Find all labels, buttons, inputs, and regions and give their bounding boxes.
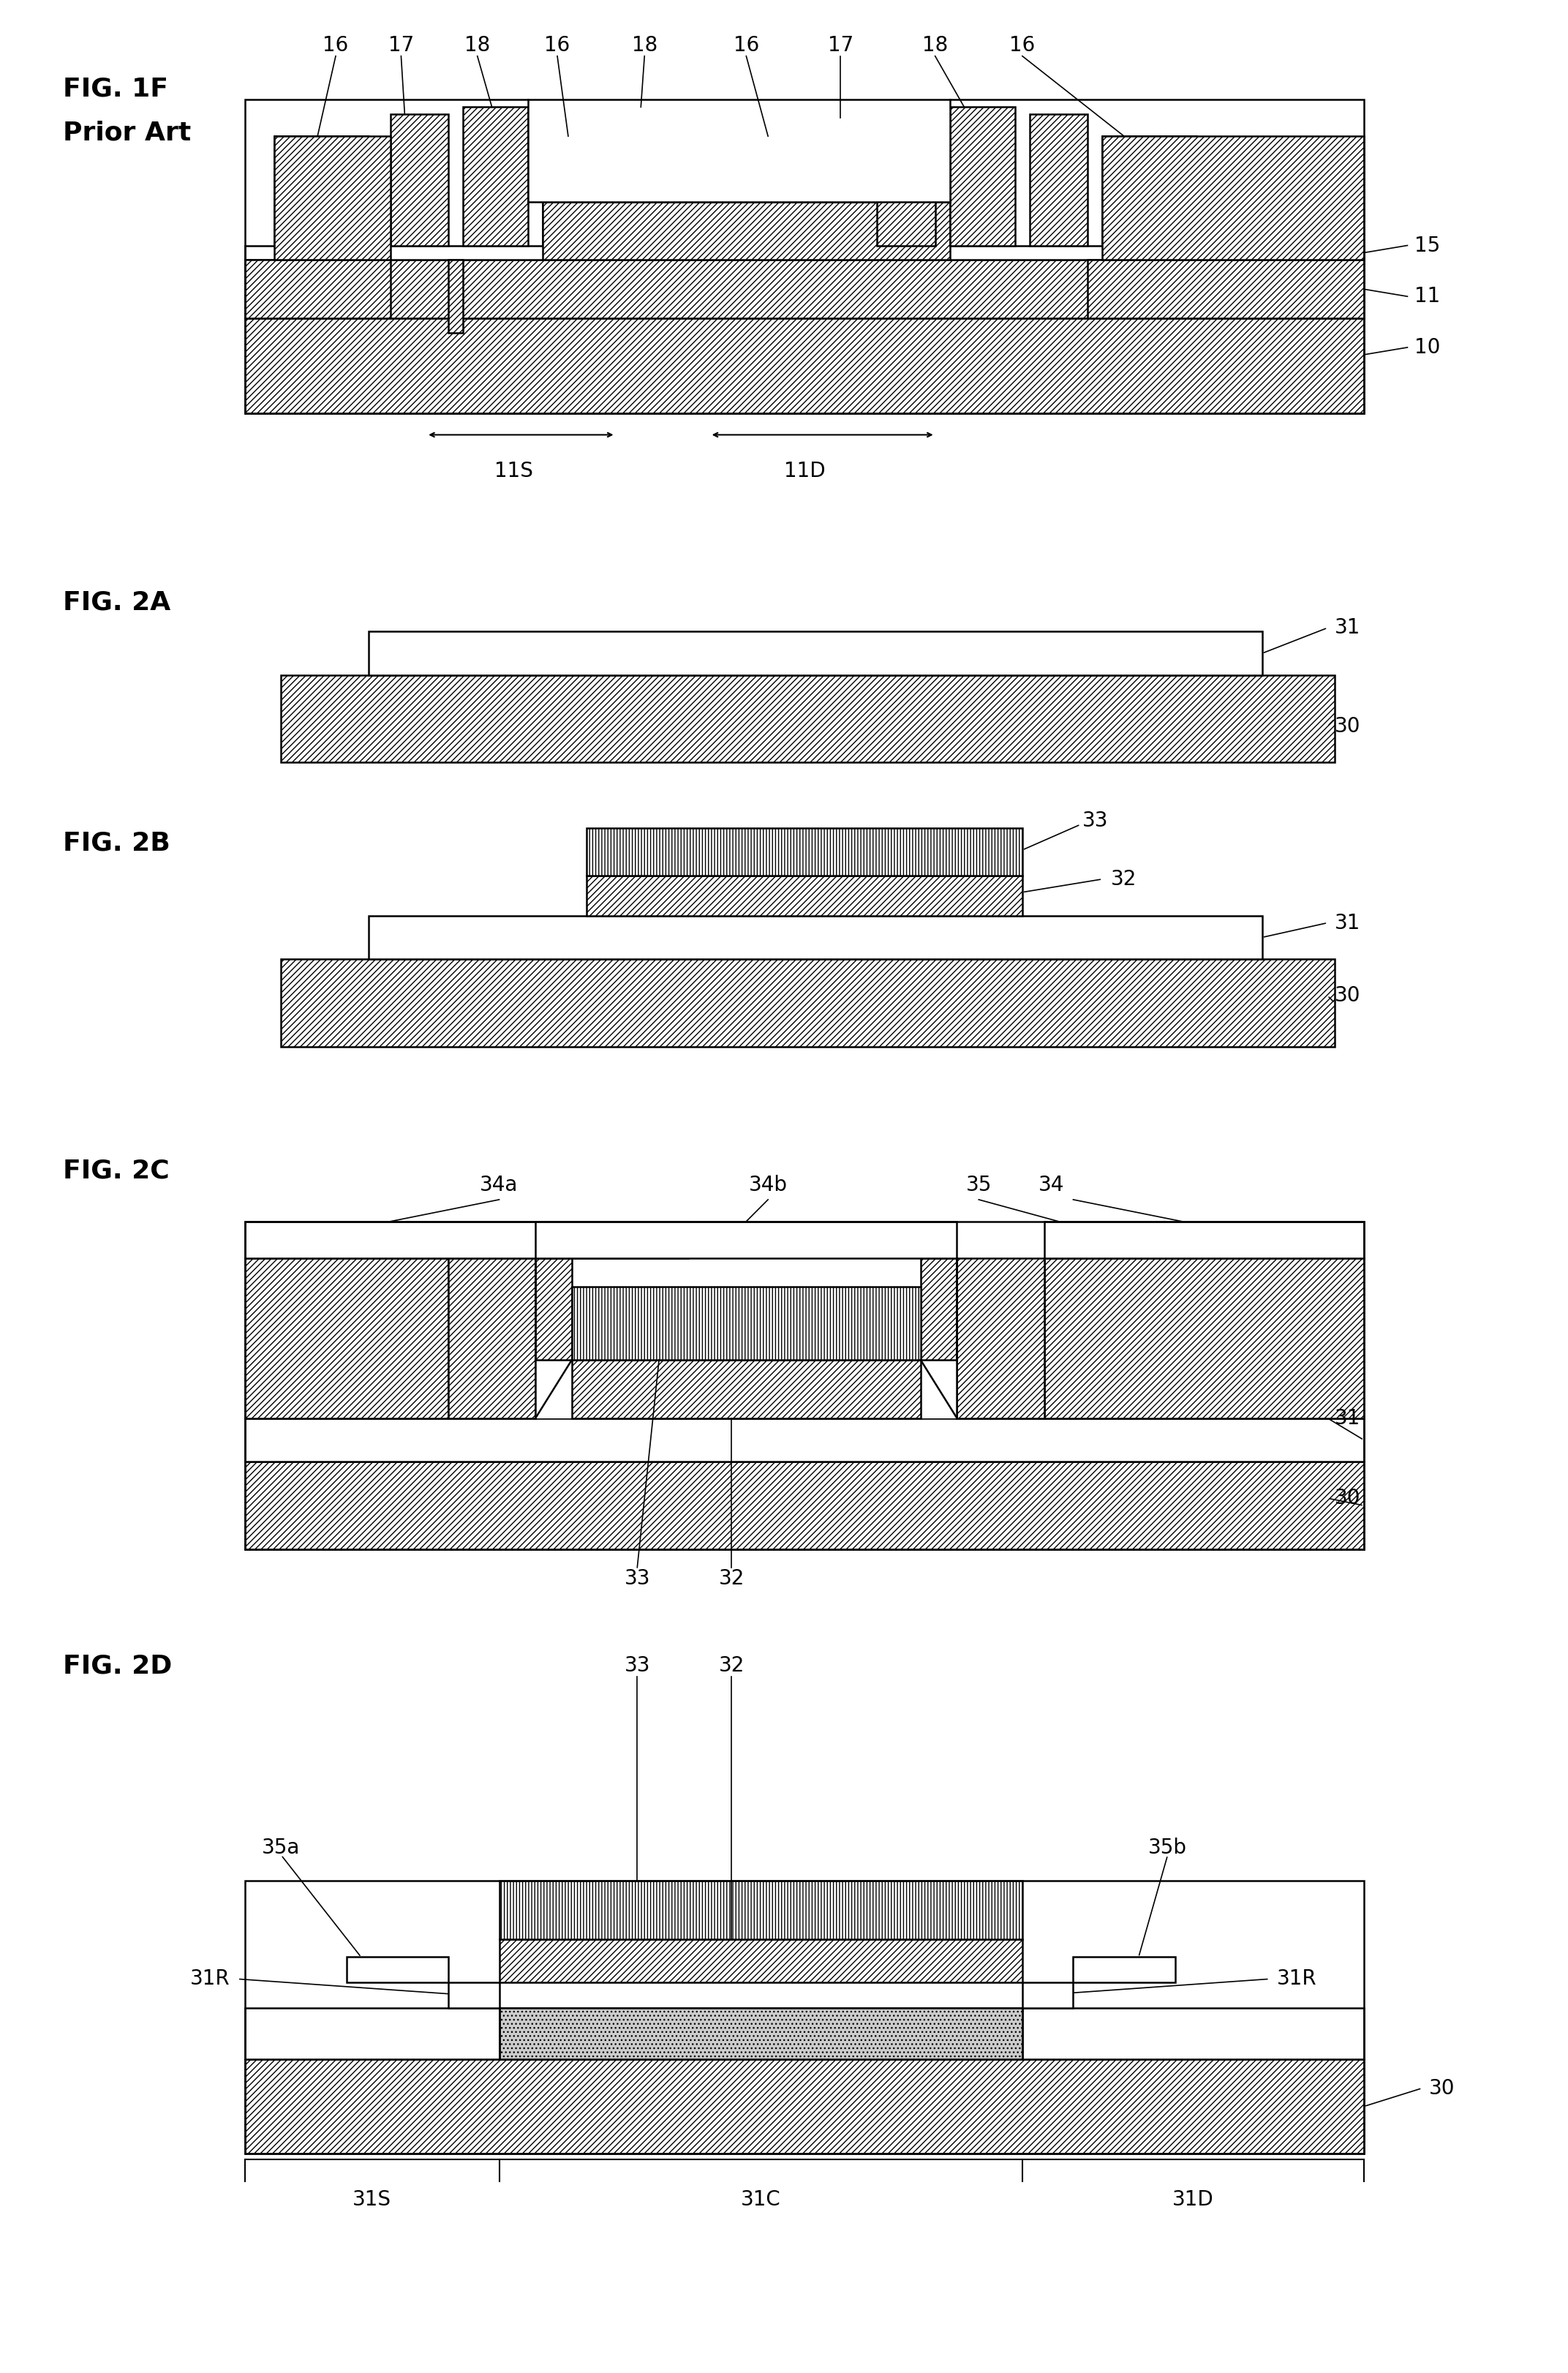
Bar — [572, 1286, 920, 1360]
Text: 17: 17 — [828, 36, 853, 55]
Bar — [499, 1939, 1022, 1981]
Bar — [877, 135, 935, 244]
Text: 17: 17 — [389, 36, 414, 55]
Text: 30: 30 — [1334, 717, 1361, 736]
Bar — [586, 828, 1022, 876]
Bar — [536, 1222, 956, 1258]
Text: 30: 30 — [1334, 985, 1361, 1006]
Bar — [448, 1258, 536, 1419]
Text: 15: 15 — [1414, 235, 1441, 256]
Text: Prior Art: Prior Art — [63, 121, 191, 145]
Text: 35a: 35a — [262, 1837, 301, 1858]
Text: 31R: 31R — [190, 1970, 230, 1989]
Bar — [528, 100, 950, 202]
Bar — [245, 1222, 1364, 1550]
Bar — [245, 318, 1364, 413]
Text: FIG. 1F: FIG. 1F — [63, 76, 168, 102]
Bar — [463, 107, 528, 244]
Bar — [586, 876, 1022, 916]
Bar — [1102, 135, 1196, 244]
Text: 30: 30 — [1428, 2079, 1455, 2098]
Text: 16: 16 — [544, 36, 571, 55]
Text: 16: 16 — [1010, 36, 1035, 55]
Bar — [956, 1258, 1044, 1419]
Bar — [245, 1462, 1364, 1550]
Text: 31: 31 — [1334, 914, 1361, 933]
Text: FIG. 2A: FIG. 2A — [63, 591, 171, 615]
Bar — [920, 1258, 956, 1360]
Bar — [245, 2008, 1364, 2060]
Text: 33: 33 — [624, 1569, 651, 1588]
Text: 31: 31 — [1334, 617, 1361, 638]
Bar — [1044, 1258, 1364, 1419]
Bar — [245, 261, 390, 318]
Text: 31S: 31S — [353, 2190, 392, 2209]
Text: 34: 34 — [1038, 1175, 1065, 1196]
Bar — [245, 1258, 448, 1419]
Text: 31C: 31C — [740, 2190, 781, 2209]
Bar — [536, 1258, 572, 1360]
Bar — [950, 107, 1014, 244]
Text: 10: 10 — [1414, 337, 1441, 358]
Bar — [543, 135, 601, 244]
Text: 11S: 11S — [494, 460, 533, 482]
Text: 32: 32 — [718, 1569, 745, 1588]
Bar — [448, 1981, 499, 2008]
Text: 35: 35 — [966, 1175, 991, 1196]
Bar — [448, 261, 463, 332]
Bar — [245, 1882, 1364, 2155]
Text: 32: 32 — [718, 1656, 745, 1675]
Text: 18: 18 — [464, 36, 491, 55]
Bar — [1022, 1981, 1073, 2008]
Text: 34b: 34b — [748, 1175, 787, 1196]
Bar — [245, 244, 1364, 261]
Bar — [390, 114, 448, 244]
Bar — [1044, 1222, 1364, 1258]
Bar — [245, 2060, 1364, 2155]
Text: 11: 11 — [1414, 287, 1441, 306]
Bar — [281, 676, 1334, 762]
Text: FIG. 2B: FIG. 2B — [63, 831, 171, 854]
Text: 16: 16 — [323, 36, 348, 55]
Text: 33: 33 — [624, 1656, 651, 1675]
Bar — [601, 147, 892, 202]
Bar — [1088, 261, 1364, 318]
Bar — [536, 1258, 956, 1419]
Bar — [368, 916, 1262, 959]
Text: 18: 18 — [922, 36, 949, 55]
Text: 32: 32 — [1112, 869, 1137, 890]
Text: 35b: 35b — [1148, 1837, 1187, 1858]
Text: 34a: 34a — [480, 1175, 519, 1196]
Bar — [274, 135, 368, 244]
Text: 33: 33 — [1082, 812, 1109, 831]
Bar — [274, 135, 390, 261]
Text: 31: 31 — [1334, 1407, 1361, 1429]
Text: 11D: 11D — [784, 460, 825, 482]
Text: 30: 30 — [1334, 1488, 1361, 1509]
Bar — [347, 1958, 448, 1981]
Text: 31D: 31D — [1173, 2190, 1214, 2209]
Bar — [245, 1222, 688, 1258]
Bar — [281, 959, 1334, 1046]
Bar — [1030, 114, 1088, 244]
Text: FIG. 2D: FIG. 2D — [63, 1654, 172, 1678]
Text: 16: 16 — [734, 36, 759, 55]
Bar — [245, 1419, 1364, 1462]
Bar — [543, 202, 950, 261]
Bar — [499, 2008, 1022, 2060]
Bar — [368, 631, 1262, 676]
Bar — [1073, 1958, 1174, 1981]
Bar — [245, 100, 1364, 413]
Text: FIG. 2C: FIG. 2C — [63, 1158, 169, 1182]
Bar — [499, 1882, 1022, 1939]
Text: 31R: 31R — [1276, 1970, 1317, 1989]
Bar — [572, 1360, 920, 1419]
Bar — [245, 261, 1364, 318]
Bar — [1102, 135, 1364, 261]
Text: 18: 18 — [632, 36, 657, 55]
